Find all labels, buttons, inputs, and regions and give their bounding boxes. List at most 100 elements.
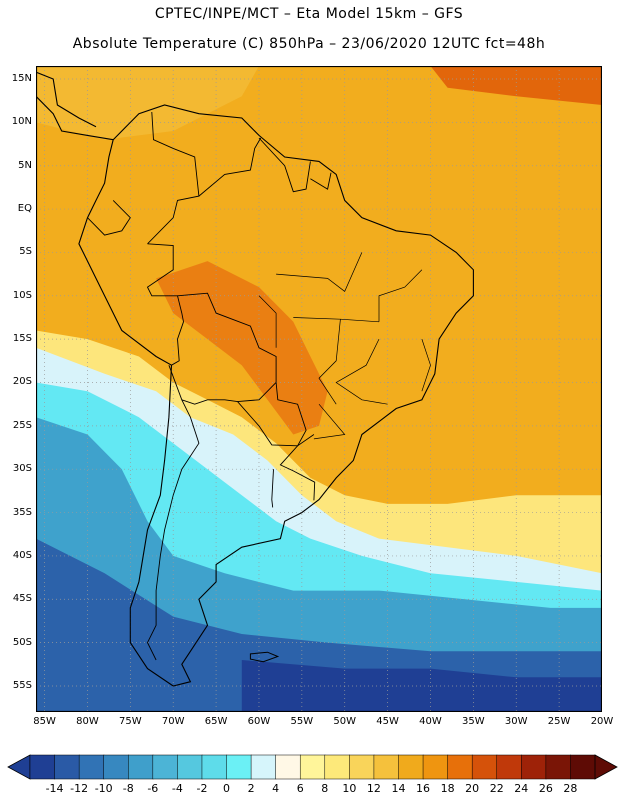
- colorbar: [7, 754, 618, 780]
- lon-tick-label: 75W: [119, 716, 142, 727]
- colorbar-arrow-right: [594, 754, 618, 780]
- colorbar-tick-label: 22: [489, 782, 504, 795]
- country-border: [146, 243, 184, 366]
- colorbar-swatch: [250, 754, 277, 780]
- lat-tick-label: 15S: [12, 333, 32, 345]
- country-border: [146, 365, 200, 661]
- south-america-coastline: [78, 104, 474, 687]
- lat-tick-label: 20S: [12, 376, 32, 388]
- country-border: [258, 137, 311, 193]
- chart-title-line2: Absolute Temperature (C) 850hPa – 23/06/…: [72, 36, 546, 52]
- lon-tick-label: 30W: [504, 716, 528, 727]
- colorbar-swatch: [570, 754, 596, 780]
- lat-tick-label: 35S: [12, 506, 32, 518]
- colorbar-swatch: [152, 754, 178, 780]
- lat-tick-label: 40S: [12, 549, 32, 561]
- lat-tick-label: 45S: [12, 593, 32, 605]
- lon-tick-label: 35W: [462, 716, 485, 727]
- colorbar-swatch: [299, 754, 326, 780]
- field-north-yellow: [36, 66, 259, 140]
- colorbar-swatch: [275, 754, 301, 780]
- lat-tick-label: 55S: [12, 679, 32, 691]
- state-border: [313, 403, 346, 440]
- colorbar-tick-label: 14: [391, 782, 406, 795]
- colorbar-swatch: [349, 754, 375, 780]
- lat-tick-label: 30S: [12, 463, 32, 475]
- lat-tick-label: 10N: [11, 116, 32, 128]
- chart-title-line1: CPTEC/INPE/MCT – Eta Model 15km – GFS: [154, 6, 464, 22]
- colorbar-tick-label: 10: [342, 782, 357, 795]
- colorbar-swatch: [177, 754, 203, 780]
- colorbar-tick-label: -8: [122, 782, 134, 795]
- colorbar-arrow-left: [7, 754, 31, 780]
- field-band-minus14: [241, 660, 602, 712]
- colorbar-swatch: [103, 754, 129, 780]
- colorbar-tick-label: 2: [247, 782, 255, 795]
- country-border: [310, 172, 332, 190]
- lon-tick-label: 20W: [590, 716, 614, 727]
- colorbar-swatch: [226, 754, 252, 780]
- colorbar-tick-label: -10: [94, 782, 113, 795]
- lon-tick-label: 65W: [204, 716, 228, 727]
- lat-tick-label: 25S: [12, 419, 32, 431]
- country-border: [87, 200, 131, 236]
- colorbar-tick-label: 24: [514, 782, 529, 795]
- lat-tick-label: 5N: [18, 159, 32, 171]
- falkland-islands: [249, 651, 280, 663]
- central-america-north-coast: [36, 71, 97, 128]
- lon-tick-label: 60W: [247, 716, 271, 727]
- state-border: [421, 338, 431, 392]
- colorbar-tick-label: 26: [538, 782, 553, 795]
- lat-tick-label: 10S: [12, 289, 32, 301]
- colorbar-swatch: [422, 754, 449, 780]
- lat-tick-label: 50S: [12, 636, 32, 648]
- colorbar-swatch: [398, 754, 424, 780]
- central-america-coastline: [36, 95, 114, 141]
- country-border: [237, 382, 307, 447]
- colorbar-tick-label: 0: [223, 782, 231, 795]
- colorbar-tick-label: -12: [70, 782, 89, 795]
- lat-tick-label: 15N: [11, 73, 32, 84]
- colorbar-tick-label: -14: [45, 782, 64, 795]
- lat-tick-label: 5S: [19, 246, 32, 258]
- colorbar-tick-label: 16: [416, 782, 431, 795]
- colorbar-swatch: [496, 754, 522, 780]
- state-border: [318, 319, 341, 405]
- country-border: [279, 434, 316, 501]
- map-panel: [36, 66, 602, 712]
- colorbar-swatch: [201, 754, 228, 780]
- colorbar-swatch: [545, 754, 571, 780]
- colorbar-swatch: [447, 754, 473, 780]
- colorbar-swatch: [373, 754, 400, 780]
- colorbar-swatch: [54, 754, 80, 780]
- colorbar-swatch: [324, 754, 350, 780]
- state-border: [276, 252, 363, 292]
- colorbar-tick-label: 4: [272, 782, 280, 795]
- map-frame: [36, 66, 602, 712]
- lon-tick-label: 70W: [161, 716, 185, 727]
- colorbar-tick-label: -2: [196, 782, 208, 795]
- lon-tick-label: 40W: [419, 716, 442, 727]
- state-border: [378, 269, 423, 322]
- state-border: [335, 338, 388, 405]
- colorbar-swatch: [128, 754, 154, 780]
- field-warm-center: [156, 261, 328, 435]
- colorbar-tick-label: -6: [147, 782, 159, 795]
- colorbar-tick-label: -4: [171, 782, 183, 795]
- colorbar-tick-label: 20: [465, 782, 480, 795]
- colorbar-tick-label: 28: [563, 782, 578, 795]
- colorbar-swatch: [521, 754, 547, 780]
- state-border: [258, 295, 277, 348]
- lon-tick-label: 45W: [376, 716, 399, 727]
- field-ne-warm: [430, 66, 602, 105]
- colorbar-swatch: [78, 754, 105, 780]
- lon-tick-label: 80W: [76, 716, 99, 727]
- colorbar-tick-label: 8: [321, 782, 329, 795]
- colorbar-tick-label: 6: [296, 782, 304, 795]
- lon-tick-label: 25W: [547, 716, 571, 727]
- colorbar-tick-label: 18: [440, 782, 455, 795]
- colorbar-swatch: [29, 754, 56, 780]
- lon-tick-label: 85W: [33, 716, 56, 727]
- lon-tick-label: 50W: [333, 716, 357, 727]
- colorbar-swatch: [471, 754, 498, 780]
